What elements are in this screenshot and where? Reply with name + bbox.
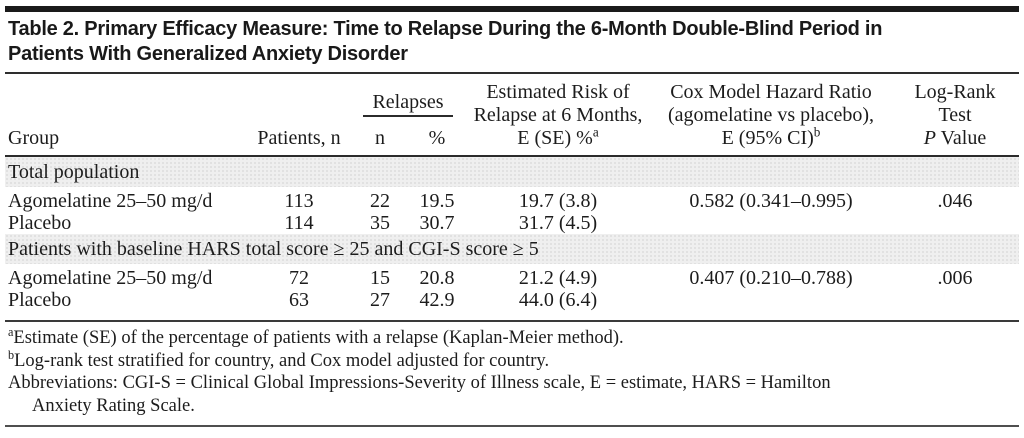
cell-relapse-n: 22 [370, 190, 390, 212]
cell-group: Agomelatine 25–50 mg/d [8, 267, 213, 289]
logrank-line3: P Value [923, 127, 987, 149]
cox-line3: E (95% CI)b [721, 124, 821, 149]
cell-patients: 113 [284, 190, 314, 212]
table-row: Agomelatine 25–50 mg/d 113 22 19.5 19.7 … [5, 187, 1019, 212]
cell-p-value [891, 289, 1019, 321]
cell-group: Placebo [8, 212, 72, 234]
cell-group: Agomelatine 25–50 mg/d [8, 190, 213, 212]
table-row: Placebo 114 35 30.7 31.7 (4.5) [5, 212, 1019, 234]
cell-relapse-n: 27 [370, 289, 390, 311]
cox-line2: (agomelatine vs placebo), [667, 104, 875, 126]
cell-p-value: .046 [937, 190, 973, 212]
cell-est-risk: 19.7 (3.8) [518, 190, 598, 212]
efficacy-table: Group Patients, n Relapses Estimated Ris… [5, 74, 1019, 322]
table-body: Total population Agomelatine 25–50 mg/d … [5, 156, 1019, 321]
top-rule [5, 6, 1019, 12]
est-risk-line2: Relapse at 6 Months, [473, 104, 643, 126]
cox-line1: Cox Model Hazard Ratio [670, 81, 872, 103]
col-header-relapses: Relapses [351, 74, 465, 117]
col-header-est-risk: Estimated Risk of Relapse at 6 Months, E… [465, 74, 651, 156]
table-title-line1: Table 2. Primary Efficacy Measure: Time … [8, 18, 883, 40]
cell-est-risk: 31.7 (4.5) [518, 212, 598, 234]
cell-patients: 114 [284, 212, 314, 234]
footnote-abbreviations-continued: Anxiety Rating Scale. [32, 395, 195, 416]
footnote-marker-a: a [592, 124, 599, 140]
footnote-b: bLog-rank test stratified for country, a… [8, 347, 550, 371]
cell-relapse-n: 15 [370, 267, 390, 289]
cell-relapse-pct: 20.8 [419, 267, 455, 289]
cell-relapse-pct: 42.9 [419, 289, 455, 311]
cell-relapse-n: 35 [370, 212, 390, 234]
cell-est-risk: 44.0 (6.4) [518, 289, 598, 311]
footnote-abbreviations: Abbreviations: CGI-S = Clinical Global I… [8, 373, 831, 393]
est-risk-line1: Estimated Risk of [486, 81, 630, 103]
cell-cox: 0.407 (0.210–0.788) [689, 267, 853, 289]
cell-patients: 63 [289, 289, 309, 311]
table-row: Placebo 63 27 42.9 44.0 (6.4) [5, 289, 1019, 321]
col-header-cox: Cox Model Hazard Ratio (agomelatine vs p… [651, 74, 891, 156]
footnotes: aEstimate (SE) of the percentage of pati… [5, 322, 1019, 427]
col-header-logrank: Log-Rank Test P Value [891, 74, 1019, 156]
cell-p-value: .006 [937, 267, 973, 289]
col-header-patients: Patients, n [257, 127, 341, 149]
cell-cox: 0.582 (0.341–0.995) [689, 190, 853, 212]
logrank-line1: Log-Rank [914, 81, 996, 103]
cell-relapse-pct: 19.5 [419, 190, 455, 212]
cell-cox [651, 289, 891, 321]
col-header-group: Group [8, 127, 60, 149]
est-risk-line3: E (SE) %a [517, 124, 599, 149]
col-header-relapses-n: n [375, 127, 385, 149]
col-header-relapses-pct: % [428, 127, 446, 149]
relapses-label: Relapses [363, 91, 453, 117]
section-header-severe-subset: Patients with baseline HARS total score … [5, 234, 1019, 264]
table-header: Group Patients, n Relapses Estimated Ris… [5, 74, 1019, 156]
table-row: Agomelatine 25–50 mg/d 72 15 20.8 21.2 (… [5, 264, 1019, 289]
cell-patients: 72 [289, 267, 309, 289]
table-title-line2: Patients With Generalized Anxiety Disord… [8, 43, 408, 65]
cell-relapse-pct: 30.7 [419, 212, 455, 234]
section-header-total-population: Total population [5, 156, 1019, 187]
footnote-a: aEstimate (SE) of the percentage of pati… [8, 324, 624, 348]
table-title: Table 2. Primary Efficacy Measure: Time … [5, 12, 1019, 74]
cell-p-value [891, 212, 1019, 234]
cell-group: Placebo [8, 289, 72, 311]
cell-est-risk: 21.2 (4.9) [518, 267, 598, 289]
footnote-marker-b: b [813, 124, 821, 140]
section-label: Total population [5, 156, 1019, 187]
section-label: Patients with baseline HARS total score … [5, 234, 1019, 264]
cell-cox [651, 212, 891, 234]
logrank-line2: Test [938, 104, 972, 126]
